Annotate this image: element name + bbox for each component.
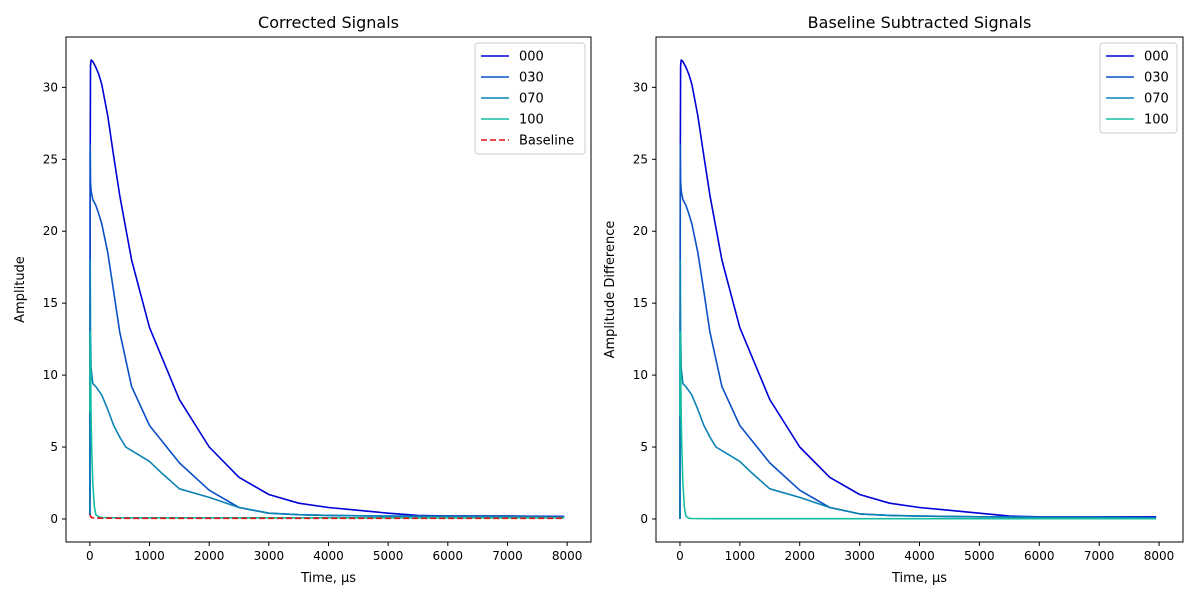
y-tick-label: 25: [633, 152, 648, 166]
x-tick-label: 1000: [725, 549, 756, 563]
legend-label: 100: [519, 113, 544, 128]
x-tick-label: 8000: [552, 549, 583, 563]
y-tick-label: 5: [640, 440, 648, 454]
y-tick-label: 30: [43, 80, 58, 94]
legend-label: 030: [519, 71, 544, 86]
x-tick-label: 5000: [964, 549, 995, 563]
x-tick-label: 5000: [373, 549, 404, 563]
series-line-070: [89, 259, 565, 519]
x-tick-label: 3000: [844, 549, 875, 563]
series-line-070: [679, 259, 1157, 520]
x-axis-label: Time, µs: [891, 571, 947, 586]
series-line-baseline: [89, 514, 565, 520]
y-tick-label: 30: [633, 80, 648, 94]
x-tick-label: 6000: [1024, 549, 1055, 563]
chart-panel-1: 0 1000 2000 3000 4000 5000 6000 7000 8000 0 5 10 15 2…: [13, 13, 592, 586]
legend-label: 070: [519, 92, 544, 107]
legend-label: 070: [1144, 92, 1169, 107]
y-tick-label: 15: [43, 296, 58, 310]
y-tick-label: 0: [50, 512, 58, 526]
legend-label: 000: [519, 50, 544, 65]
y-tick-label: 10: [43, 368, 58, 382]
y-axis-label: Amplitude: [13, 256, 28, 323]
x-tick-label: 6000: [433, 549, 464, 563]
x-tick-label: 3000: [254, 549, 285, 563]
chart-title: Baseline Subtracted Signals: [808, 13, 1032, 32]
chart-title: Corrected Signals: [258, 13, 399, 32]
series-line-100: [89, 331, 565, 519]
x-tick-label: 0: [86, 549, 94, 563]
y-tick-label: 15: [633, 296, 648, 310]
x-tick-label: 4000: [313, 549, 344, 563]
chart-panel-2: 0 1000 2000 3000 4000 5000 6000 7000 8000 0 5 10 15 2…: [603, 13, 1184, 586]
y-tick-label: 20: [633, 224, 648, 238]
legend-box: [1099, 42, 1178, 134]
y-tick-label: 25: [43, 152, 58, 166]
x-tick-label: 2000: [194, 549, 225, 563]
legend-box: [474, 42, 586, 155]
series-line-100: [679, 331, 1157, 520]
x-tick-label: 1000: [134, 549, 165, 563]
series-line-000: [89, 59, 565, 518]
legend-label: 030: [1144, 71, 1169, 86]
legend: 000 030 070 100 Baseline: [474, 42, 586, 155]
legend-label: 000: [1144, 50, 1169, 65]
x-tick-label: 2000: [784, 549, 815, 563]
x-tick-label: 8000: [1144, 549, 1175, 563]
legend: 000 030 070 100: [1099, 42, 1178, 134]
x-axis-label: Time, µs: [300, 571, 356, 586]
y-tick-label: 0: [640, 512, 648, 526]
x-tick-label: 0: [676, 549, 684, 563]
legend-label: Baseline: [519, 134, 574, 149]
y-tick-label: 5: [50, 440, 58, 454]
series-line-030: [679, 144, 1157, 520]
x-tick-label: 7000: [492, 549, 523, 563]
y-axis-label: Amplitude Difference: [603, 221, 618, 359]
y-tick-label: 20: [43, 224, 58, 238]
series-line-030: [89, 144, 565, 518]
legend-label: 100: [1144, 113, 1169, 128]
x-tick-label: 4000: [904, 549, 935, 563]
y-tick-label: 10: [633, 368, 648, 382]
x-tick-label: 7000: [1084, 549, 1115, 563]
series-line-000: [679, 59, 1157, 520]
